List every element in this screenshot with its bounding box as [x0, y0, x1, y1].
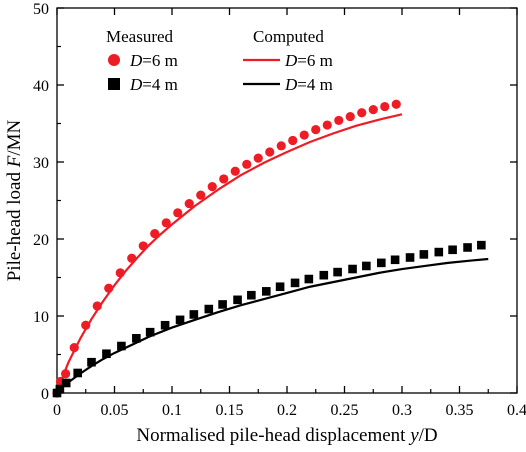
point-measured-d-4-m [87, 357, 96, 367]
legend-measured-header: Measured [106, 27, 174, 46]
point-measured-d-6-m [184, 198, 194, 209]
point-measured-d-4-m [304, 274, 314, 284]
point-measured-d-4-m [377, 258, 386, 268]
point-measured-d-4-m [463, 243, 472, 252]
point-measured-d-6-m [334, 115, 344, 126]
x-tick-label: 0.35 [446, 402, 474, 419]
point-measured-d-4-m [175, 315, 185, 325]
point-measured-d-6-m [299, 130, 309, 140]
point-measured-d-4-m [132, 334, 141, 343]
point-measured-d-6-m [81, 320, 91, 330]
x-axis-title-suffix: /D [419, 425, 438, 446]
point-measured-d-4-m [218, 300, 227, 309]
point-measured-d-4-m [102, 349, 111, 359]
point-measured-d-4-m [204, 304, 214, 314]
x-tick-label: 0.2 [277, 402, 297, 419]
point-measured-d-6-m [380, 101, 390, 112]
x-tick-label: 0.1 [162, 402, 182, 419]
y-axis-title-suffix: /MN [4, 119, 25, 155]
x-tick-label: 0.15 [216, 402, 244, 419]
point-measured-d-6-m [173, 208, 183, 218]
point-measured-d-6-m [127, 253, 137, 263]
point-measured-d-6-m [265, 147, 275, 157]
x-axis-title-prefix: Normalised pile-head displacement [136, 425, 410, 446]
point-measured-d-4-m [405, 253, 415, 262]
x-tick-label: 0.4 [507, 402, 526, 419]
point-measured-d-4-m [117, 341, 126, 351]
point-measured-d-6-m [104, 283, 114, 293]
point-measured-d-4-m [333, 267, 342, 277]
y-tick-label: 20 [33, 232, 49, 249]
y-tick-label: 50 [33, 1, 49, 18]
y-tick-label: 30 [33, 155, 49, 172]
point-measured-d-4-m [61, 378, 71, 388]
x-axis-title-var: y [408, 425, 419, 446]
legend-marker-square [108, 78, 120, 90]
series [52, 99, 489, 398]
point-measured-d-6-m [368, 105, 378, 115]
point-measured-d-6-m [69, 342, 79, 353]
point-measured-d-6-m [288, 135, 298, 146]
point-measured-d-6-m [311, 125, 321, 135]
point-measured-d-4-m [319, 270, 329, 280]
point-measured-d-6-m [161, 218, 171, 228]
point-measured-d-6-m [322, 120, 332, 130]
point-measured-d-6-m [276, 141, 286, 151]
series-line-computed-d-4-m [56, 257, 489, 394]
point-measured-d-4-m [362, 261, 371, 271]
legend-label-measured-1: D=6 m [129, 51, 178, 70]
x-tick-label: 0.25 [331, 402, 359, 419]
x-axis-title: Normalised pile-head displacement y/D [136, 425, 437, 446]
point-measured-d-6-m [150, 229, 160, 239]
ticks: 0 0.05 0.1 0.15 0.2 0.25 0.3 0.35 0.4 0 10 20 30 40 50 [33, 1, 526, 419]
point-measured-d-6-m [230, 166, 240, 176]
point-measured-d-4-m [145, 327, 155, 337]
point-measured-d-4-m [448, 245, 457, 255]
point-measured-d-4-m [55, 384, 65, 394]
point-measured-d-4-m [275, 282, 285, 292]
point-measured-d-6-m [115, 268, 125, 278]
y-tick-label: 40 [33, 78, 49, 95]
point-measured-d-4-m [233, 295, 242, 305]
point-measured-d-6-m [92, 301, 102, 311]
legend-computed-header: Computed [253, 27, 324, 46]
point-measured-d-6-m [207, 182, 217, 192]
legend-marker-circle [108, 54, 120, 66]
point-measured-d-4-m [434, 247, 444, 257]
point-measured-d-6-m [345, 111, 355, 122]
point-measured-d-6-m [138, 241, 148, 251]
x-tick-label: 0.3 [392, 402, 412, 419]
point-measured-d-6-m [253, 153, 263, 163]
y-tick-label: 0 [41, 386, 49, 403]
point-measured-d-6-m [242, 159, 252, 169]
point-measured-d-6-m [61, 369, 71, 379]
point-measured-d-6-m [391, 99, 401, 109]
y-axis-title-prefix: Pile-head load [4, 167, 25, 281]
legend-label-measured-2: D=4 m [129, 75, 178, 94]
point-measured-d-4-m [189, 310, 199, 319]
point-measured-d-4-m [348, 264, 357, 274]
point-measured-d-6-m [219, 174, 229, 184]
y-tick-label: 10 [33, 309, 49, 326]
x-tick-label: 0.05 [101, 402, 129, 419]
point-measured-d-4-m [73, 368, 82, 378]
point-measured-d-4-m [390, 255, 400, 265]
point-measured-d-4-m [477, 240, 486, 250]
point-measured-d-4-m [160, 320, 170, 330]
legend: Measured Computed D=6 m D=4 m D=6 m D=4 m [106, 27, 333, 94]
x-tick-label: 0 [53, 402, 61, 419]
point-measured-d-6-m [357, 108, 367, 118]
point-measured-d-4-m [290, 278, 300, 288]
legend-label-computed-2: D=4 m [284, 75, 333, 94]
y-axis-title-var: F [4, 155, 25, 168]
y-axis-title: Pile-head load F/MN [4, 119, 25, 281]
point-measured-d-4-m [247, 290, 256, 300]
legend-label-computed-1: D=6 m [284, 51, 333, 70]
point-measured-d-6-m [196, 190, 206, 200]
point-measured-d-4-m [262, 287, 271, 296]
point-measured-d-4-m [419, 250, 429, 259]
